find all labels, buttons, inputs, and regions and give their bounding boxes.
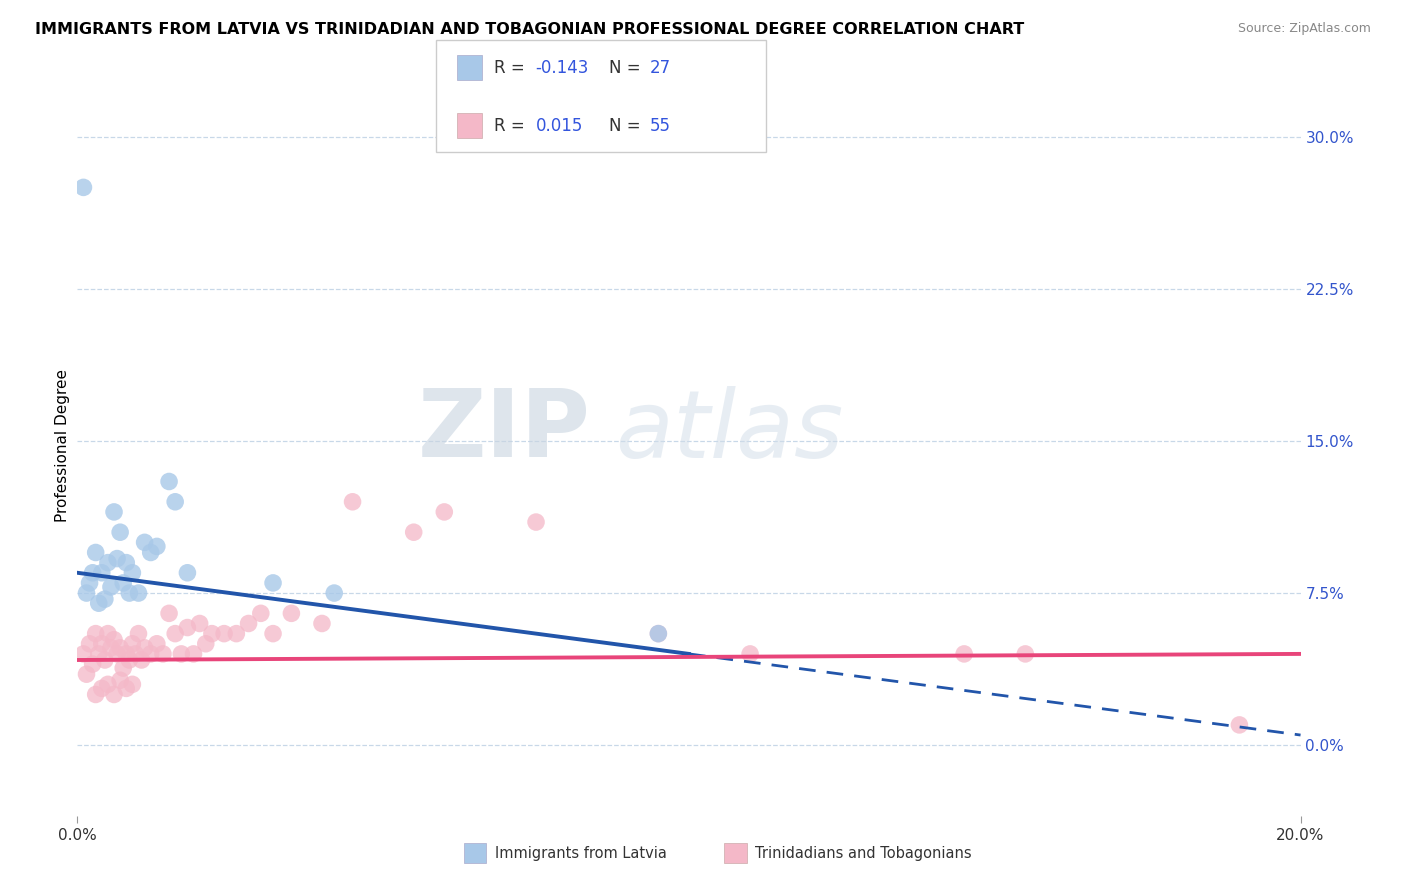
- Text: 55: 55: [650, 117, 671, 135]
- Point: [139, 647, 162, 661]
- Text: 0.015: 0.015: [536, 117, 583, 135]
- Point: [1014, 647, 1036, 661]
- Point: [124, 647, 146, 661]
- Point: [152, 647, 174, 661]
- Text: atlas: atlas: [616, 385, 844, 476]
- Text: R =: R =: [494, 117, 530, 135]
- Point: [103, 632, 125, 647]
- Point: [188, 616, 211, 631]
- Point: [90, 637, 112, 651]
- Point: [146, 540, 169, 554]
- Point: [112, 575, 135, 590]
- Point: [165, 626, 187, 640]
- Text: Immigrants from Latvia: Immigrants from Latvia: [495, 846, 666, 861]
- Point: [176, 621, 198, 635]
- Point: [170, 647, 193, 661]
- Text: ZIP: ZIP: [418, 385, 591, 477]
- Point: [100, 640, 122, 655]
- Point: [72, 180, 94, 194]
- Point: [262, 575, 284, 590]
- Point: [94, 653, 117, 667]
- Text: R =: R =: [494, 59, 530, 77]
- Point: [157, 475, 180, 489]
- Point: [90, 566, 112, 580]
- Point: [79, 575, 101, 590]
- Point: [165, 495, 187, 509]
- Text: Trinidadians and Tobagonians: Trinidadians and Tobagonians: [755, 846, 972, 861]
- Point: [84, 688, 107, 702]
- Point: [1229, 718, 1251, 732]
- Y-axis label: Professional Degree: Professional Degree: [55, 369, 70, 523]
- Point: [402, 525, 425, 540]
- Point: [433, 505, 456, 519]
- Point: [127, 626, 149, 640]
- Point: [647, 626, 669, 640]
- Point: [121, 566, 143, 580]
- Point: [225, 626, 247, 640]
- Point: [134, 640, 156, 655]
- Point: [84, 545, 107, 559]
- Point: [108, 673, 131, 688]
- Point: [115, 681, 138, 696]
- Point: [90, 681, 112, 696]
- Point: [146, 637, 169, 651]
- Point: [97, 626, 120, 640]
- Point: [105, 647, 128, 661]
- Point: [87, 596, 110, 610]
- Point: [97, 556, 120, 570]
- Point: [194, 637, 217, 651]
- Point: [105, 551, 128, 566]
- Point: [94, 592, 117, 607]
- Text: -0.143: -0.143: [536, 59, 589, 77]
- Point: [72, 647, 94, 661]
- Point: [131, 653, 153, 667]
- Point: [134, 535, 156, 549]
- Point: [118, 586, 141, 600]
- Point: [82, 657, 104, 671]
- Point: [108, 525, 131, 540]
- Point: [79, 637, 101, 651]
- Point: [100, 580, 122, 594]
- Point: [139, 545, 162, 559]
- Point: [176, 566, 198, 580]
- Point: [280, 607, 302, 621]
- Point: [103, 505, 125, 519]
- Point: [115, 556, 138, 570]
- Point: [238, 616, 260, 631]
- Text: IMMIGRANTS FROM LATVIA VS TRINIDADIAN AND TOBAGONIAN PROFESSIONAL DEGREE CORRELA: IMMIGRANTS FROM LATVIA VS TRINIDADIAN AN…: [35, 22, 1025, 37]
- Point: [97, 677, 120, 691]
- Point: [115, 647, 138, 661]
- Point: [183, 647, 205, 661]
- Point: [740, 647, 762, 661]
- Point: [76, 667, 98, 681]
- Point: [121, 637, 143, 651]
- Text: Source: ZipAtlas.com: Source: ZipAtlas.com: [1237, 22, 1371, 36]
- Point: [323, 586, 346, 600]
- Point: [121, 677, 143, 691]
- Point: [647, 626, 669, 640]
- Point: [112, 661, 135, 675]
- Point: [212, 626, 235, 640]
- Point: [127, 586, 149, 600]
- Point: [524, 515, 547, 529]
- Point: [76, 586, 98, 600]
- Point: [118, 653, 141, 667]
- Point: [311, 616, 333, 631]
- Point: [157, 607, 180, 621]
- Text: N =: N =: [609, 117, 645, 135]
- Point: [262, 626, 284, 640]
- Point: [103, 688, 125, 702]
- Point: [82, 566, 104, 580]
- Point: [201, 626, 224, 640]
- Point: [84, 626, 107, 640]
- Point: [87, 647, 110, 661]
- Point: [250, 607, 273, 621]
- Text: 27: 27: [650, 59, 671, 77]
- Point: [342, 495, 364, 509]
- Point: [108, 640, 131, 655]
- Point: [953, 647, 976, 661]
- Text: N =: N =: [609, 59, 645, 77]
